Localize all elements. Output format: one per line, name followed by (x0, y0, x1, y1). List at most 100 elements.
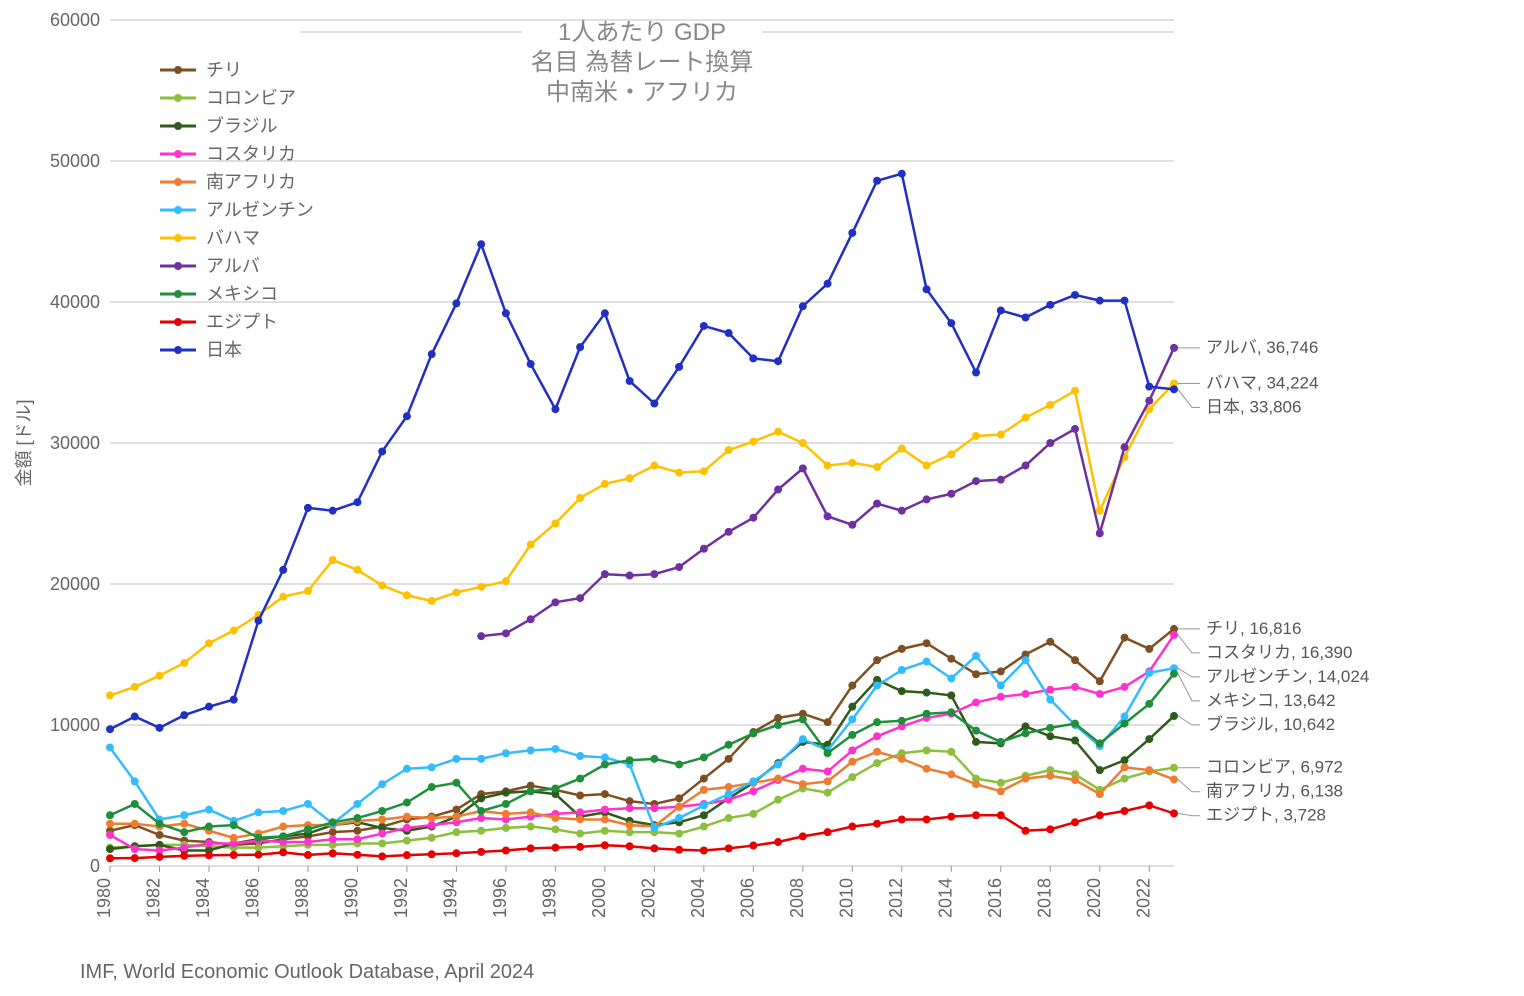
series-marker (848, 731, 856, 739)
series-marker (1022, 414, 1030, 422)
series-marker (180, 844, 188, 852)
series-marker (428, 783, 436, 791)
series-marker (353, 566, 361, 574)
series-marker (799, 765, 807, 773)
series-marker (403, 765, 411, 773)
series-marker (774, 357, 782, 365)
series-marker (898, 645, 906, 653)
series-marker (1071, 720, 1079, 728)
series-marker (180, 659, 188, 667)
series-marker (1170, 344, 1178, 352)
series-marker (824, 789, 832, 797)
series-marker (972, 738, 980, 746)
series-marker (1071, 425, 1079, 433)
series-marker (923, 689, 931, 697)
series-marker (1170, 670, 1178, 678)
series-marker (403, 412, 411, 420)
series-marker (1096, 790, 1104, 798)
series-marker (749, 354, 757, 362)
series-marker (749, 729, 757, 737)
series-marker (923, 710, 931, 718)
series-marker (799, 832, 807, 840)
x-tick-label: 1984 (193, 878, 213, 918)
series-marker (1145, 735, 1153, 743)
series-marker (848, 459, 856, 467)
series-marker (774, 760, 782, 768)
series-marker (725, 446, 733, 454)
series-marker (824, 512, 832, 520)
series-marker (848, 715, 856, 723)
series-marker (403, 837, 411, 845)
series-end-label: コロンビア, 6,972 (1206, 758, 1343, 777)
series-marker (601, 309, 609, 317)
series-end-label: メキシコ, 13,642 (1206, 691, 1335, 710)
series-marker (700, 811, 708, 819)
series-marker (452, 828, 460, 836)
series-marker (774, 838, 782, 846)
legend-label: コスタリカ (206, 144, 296, 164)
series-marker (403, 813, 411, 821)
series-marker (799, 715, 807, 723)
series-marker (576, 792, 584, 800)
end-label-leader (1178, 716, 1200, 725)
series-marker (1145, 700, 1153, 708)
series-marker (155, 672, 163, 680)
end-label-leader (1178, 389, 1200, 407)
series-marker (551, 784, 559, 792)
series-marker (947, 655, 955, 663)
series-marker (353, 498, 361, 506)
series-marker (601, 480, 609, 488)
series-marker (1121, 634, 1129, 642)
series-marker (428, 850, 436, 858)
series-marker (1145, 801, 1153, 809)
series-line (481, 348, 1174, 636)
series-marker (180, 852, 188, 860)
series-marker (452, 755, 460, 763)
series-marker (873, 177, 881, 185)
series-marker (106, 854, 114, 862)
series-marker (873, 718, 881, 726)
x-tick-label: 2022 (1133, 878, 1153, 918)
series-marker (848, 773, 856, 781)
series-marker (428, 350, 436, 358)
series-marker (279, 823, 287, 831)
x-tick-label: 2010 (836, 878, 856, 918)
series-marker (304, 800, 312, 808)
legend-label: バハマ (206, 228, 260, 248)
series-marker (675, 830, 683, 838)
series-marker (502, 824, 510, 832)
series-marker (972, 698, 980, 706)
series-marker (378, 852, 386, 860)
series-marker (106, 831, 114, 839)
legend-label: アルバ (206, 256, 260, 276)
legend-swatch-marker (174, 206, 182, 214)
series-marker (997, 476, 1005, 484)
series-marker (551, 814, 559, 822)
series-marker (353, 835, 361, 843)
series-marker (279, 832, 287, 840)
legend-swatch-marker (174, 290, 182, 298)
series-line (110, 674, 1174, 838)
series-marker (749, 514, 757, 522)
series-marker (1046, 301, 1054, 309)
series-end-label: ブラジル, 10,642 (1206, 714, 1335, 734)
series-marker (1096, 690, 1104, 698)
series-marker (403, 799, 411, 807)
series-marker (205, 839, 213, 847)
series-marker (873, 732, 881, 740)
series-marker (106, 725, 114, 733)
series-marker (1071, 737, 1079, 745)
series-marker (230, 627, 238, 635)
series-marker (428, 834, 436, 842)
series-marker (799, 735, 807, 743)
y-tick-label: 60000 (50, 10, 100, 30)
gdp-chart: 0100002000030000400005000060000198019821… (0, 0, 1524, 996)
series-marker (848, 823, 856, 831)
series-marker (947, 674, 955, 682)
series-marker (106, 691, 114, 699)
series-marker (527, 787, 535, 795)
series-marker (131, 713, 139, 721)
series-marker (254, 844, 262, 852)
series-marker (329, 818, 337, 826)
series-end-label: バハマ, 34,224 (1206, 373, 1318, 392)
